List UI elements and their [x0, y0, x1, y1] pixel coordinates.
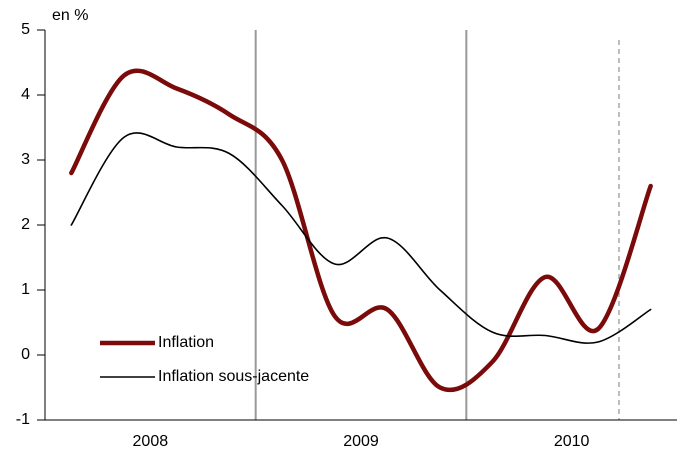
y-tick-label: 4	[21, 86, 30, 103]
x-tick-label: 2010	[554, 433, 590, 450]
x-tick-label: 2009	[343, 433, 379, 450]
x-tick-label: 2008	[133, 433, 169, 450]
y-tick-label: 3	[21, 151, 30, 168]
y-tick-label: 2	[21, 216, 30, 233]
y-tick-label: 5	[21, 21, 30, 38]
y-tick-label: 0	[21, 346, 30, 363]
y-tick-label: -1	[16, 411, 30, 428]
legend-label: Inflation	[158, 334, 214, 351]
series-line	[70, 132, 652, 344]
y-axis-label: en %	[52, 7, 88, 24]
series-line	[69, 68, 653, 393]
y-tick-label: 1	[21, 281, 30, 298]
legend-label: Inflation sous-jacente	[158, 368, 309, 385]
